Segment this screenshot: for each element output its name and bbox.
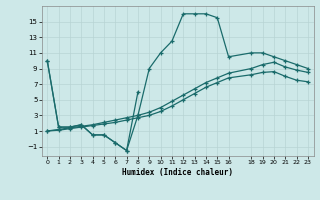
X-axis label: Humidex (Indice chaleur): Humidex (Indice chaleur)	[122, 168, 233, 177]
